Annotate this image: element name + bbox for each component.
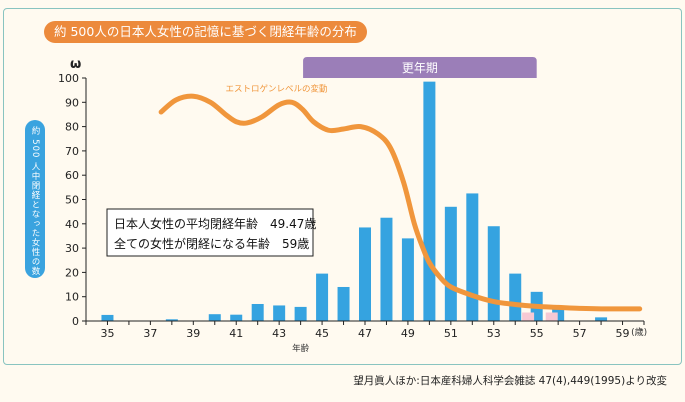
x-tick-label: 57 bbox=[573, 327, 587, 340]
y-tick-label: 60 bbox=[65, 169, 79, 182]
bar bbox=[487, 226, 500, 321]
x-axis: 35 37 39 41 43 45 47 49 51 53 55 57 59 bbox=[85, 320, 645, 340]
x-tick-label: 49 bbox=[401, 327, 415, 340]
bar bbox=[251, 303, 264, 321]
x-tick-label: 39 bbox=[186, 327, 200, 340]
bar bbox=[359, 227, 371, 321]
bar bbox=[401, 238, 414, 321]
estrogen-curve bbox=[158, 93, 643, 312]
bar bbox=[509, 273, 522, 321]
annotation-border bbox=[106, 208, 314, 257]
source-citation: 望月眞人ほか:日本産科婦人科学会雑誌 47(4),449(1995)より改変 bbox=[353, 375, 667, 387]
bar bbox=[101, 314, 114, 321]
y-axis-label: 約 500 人中閉経となった女性の数 bbox=[30, 126, 40, 277]
y-axis-label-pill: 約 500 人中閉経となった女性の数 bbox=[25, 120, 45, 278]
bar bbox=[208, 314, 221, 321]
bar bbox=[337, 286, 350, 321]
estrogen-curve-label: エストロゲンレベルの変動 bbox=[226, 83, 328, 94]
x-tick-label: 53 bbox=[487, 327, 501, 340]
y-axis-mark: ω bbox=[70, 57, 81, 72]
menopause-band-group: 更年期 bbox=[303, 57, 537, 78]
x-tick-label: 51 bbox=[444, 327, 458, 340]
bar-pink bbox=[522, 312, 535, 321]
menopause-band-label: 更年期 bbox=[402, 61, 438, 75]
y-tick-label: 30 bbox=[65, 242, 79, 255]
y-tick-label: 50 bbox=[65, 194, 79, 207]
menopause-band bbox=[303, 57, 537, 78]
y-tick-label: 20 bbox=[65, 266, 79, 279]
y-tick-label: 90 bbox=[65, 96, 79, 109]
bars bbox=[101, 81, 608, 322]
x-axis-unit: (歳) bbox=[631, 326, 647, 338]
bar bbox=[466, 193, 479, 321]
y-tick-label: 0 bbox=[72, 315, 79, 328]
x-tick-label: 47 bbox=[358, 327, 372, 340]
bar bbox=[165, 319, 178, 321]
bar bbox=[316, 273, 329, 321]
annotation-line-2: 全ての女性が閉経になる年齢 59歳 bbox=[114, 236, 309, 251]
bar bbox=[230, 314, 243, 321]
bar-pink bbox=[545, 312, 558, 321]
annotation-line-1: 日本人女性の平均閉経年齢 49.47歳 bbox=[114, 216, 316, 231]
y-tick-label: 40 bbox=[65, 218, 79, 231]
bar bbox=[294, 306, 307, 321]
x-tick-label: 37 bbox=[143, 327, 157, 340]
bar bbox=[595, 317, 608, 321]
bar bbox=[380, 217, 393, 321]
x-tick-label: 55 bbox=[530, 327, 544, 340]
bar bbox=[273, 305, 286, 321]
y-tick-label: 70 bbox=[65, 145, 79, 158]
x-tick-label: 43 bbox=[272, 327, 286, 340]
x-axis-title: 年齢 bbox=[292, 343, 310, 354]
y-tick-label: 100 bbox=[58, 72, 79, 85]
x-tick-label: 41 bbox=[229, 327, 243, 340]
chart-title: 約 500人の日本人女性の記憶に基づく閉経年齢の分布 bbox=[44, 21, 367, 43]
x-tick-label: 35 bbox=[100, 327, 114, 340]
y-axis: 0 10 20 30 40 50 60 70 80 90 100 bbox=[58, 72, 87, 328]
annotation-box: 日本人女性の平均閉経年齢 49.47歳 全ての女性が閉経になる年齢 59歳 bbox=[106, 208, 316, 257]
y-tick-label: 80 bbox=[65, 121, 79, 134]
bar bbox=[423, 81, 436, 322]
x-tick-label: 59 bbox=[616, 327, 630, 340]
bar bbox=[444, 206, 457, 321]
y-tick-label: 10 bbox=[65, 291, 79, 304]
x-tick-label: 45 bbox=[315, 327, 329, 340]
